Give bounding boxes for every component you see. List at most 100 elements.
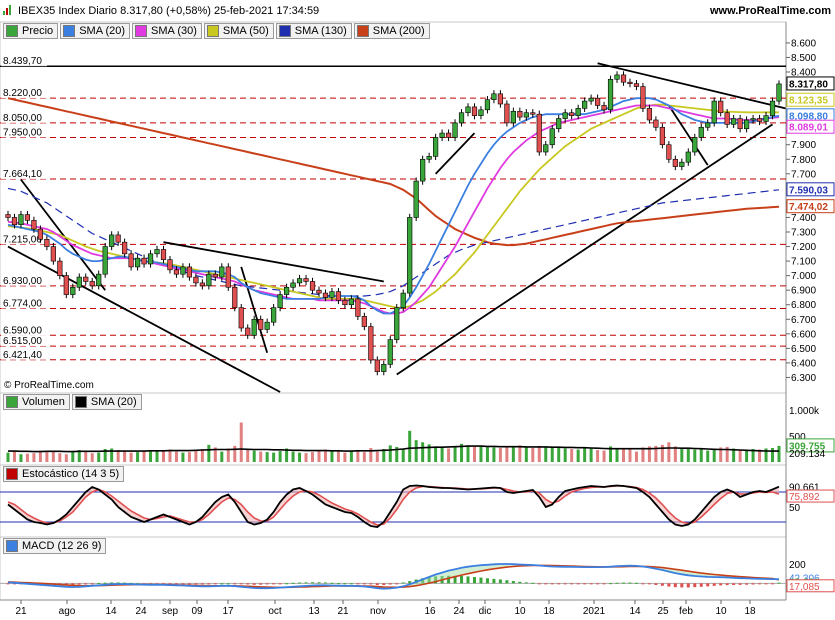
macd-histogram-bar xyxy=(641,583,645,585)
candle-body xyxy=(646,108,653,121)
level-label: 7.215,00 xyxy=(3,234,42,245)
x-tick-label: 18 xyxy=(744,606,756,617)
candle-body xyxy=(582,100,588,109)
macd-histogram-bar xyxy=(401,582,405,584)
candle-body xyxy=(5,214,11,218)
y-tick-label: 8.500 xyxy=(791,53,816,64)
volume-bar xyxy=(583,447,587,462)
macd-histogram-bar xyxy=(453,575,457,584)
volume-bar xyxy=(758,449,762,462)
candle-body xyxy=(588,97,594,102)
macd-histogram-bar xyxy=(298,582,302,584)
macd-histogram-bar xyxy=(395,583,399,585)
macd-histogram-bar xyxy=(673,583,677,588)
x-tick-label: 16 xyxy=(424,606,436,617)
site-url[interactable]: www.ProRealTime.com xyxy=(709,5,831,17)
volume-bar xyxy=(58,453,62,462)
candle-body xyxy=(769,100,776,116)
volume-bar xyxy=(505,446,509,462)
macd-histogram-bar xyxy=(272,583,276,585)
legend-volume-sma20[interactable]: SMA (20) xyxy=(71,394,142,410)
y-tick-label: 6.300 xyxy=(791,373,816,384)
macd-histogram-bar xyxy=(511,580,515,584)
candle-body xyxy=(11,217,18,226)
macd-histogram-bar xyxy=(330,582,334,584)
legend-volume[interactable]: Volumen xyxy=(3,394,70,410)
volume-bar xyxy=(544,446,548,462)
volume-bar xyxy=(751,449,755,462)
y-tick-label: 200 xyxy=(789,560,806,571)
stoch-k-line xyxy=(7,484,780,528)
macd-histogram-bar xyxy=(667,583,671,587)
volume-bar xyxy=(434,446,438,462)
volume-bar xyxy=(498,447,502,462)
volume-bar xyxy=(207,444,211,462)
stoch-legend: Estocástico (14 3 5) xyxy=(3,466,125,482)
macd-histogram-bar xyxy=(771,583,775,585)
legend-price[interactable]: Precio xyxy=(3,23,59,39)
volume-bar xyxy=(77,450,81,462)
volume-bar xyxy=(174,451,178,462)
value-tag-label: 8.123,35 xyxy=(789,96,828,107)
candle-body xyxy=(342,300,348,306)
macd-histogram-bar xyxy=(90,583,94,585)
macd-histogram-bar xyxy=(239,583,243,585)
x-tick-label: 2021 xyxy=(583,606,606,617)
candle-body xyxy=(478,109,484,116)
volume-bar xyxy=(531,447,535,462)
macd-histogram-bar xyxy=(622,582,626,584)
legend-sma200[interactable]: SMA (200) xyxy=(353,23,430,39)
level-label-bg xyxy=(1,323,47,336)
legend-label: SMA (20) xyxy=(79,25,126,37)
macd-histogram-bar xyxy=(628,582,632,584)
candle-body xyxy=(387,339,393,365)
volume-bar xyxy=(226,448,230,462)
candle-body xyxy=(76,276,82,288)
volume-bar xyxy=(272,452,276,462)
value-tag-label: 7.590,03 xyxy=(789,185,828,196)
macd-histogram-bar xyxy=(362,583,366,585)
candle-body xyxy=(400,292,406,308)
volume-bar xyxy=(110,448,114,462)
legend-sma130[interactable]: SMA (130) xyxy=(275,23,352,39)
volume-bar xyxy=(64,454,68,462)
macd-histogram-bar xyxy=(408,581,412,584)
macd-histogram-bar xyxy=(524,582,528,584)
legend-sma20[interactable]: SMA (20) xyxy=(60,23,131,39)
level-label-bg xyxy=(1,347,47,360)
macd-histogram-bar xyxy=(472,576,476,584)
trend-line xyxy=(597,62,786,110)
macd-histogram-bar xyxy=(194,583,198,585)
macd-histogram-bar xyxy=(479,577,483,584)
level-label: 7.664,10 xyxy=(3,169,42,180)
volume-bar xyxy=(129,452,133,462)
volume-bar xyxy=(161,450,165,462)
macd-histogram-bar xyxy=(550,583,554,585)
y-tick-label: 6.600 xyxy=(791,329,816,340)
candle-body xyxy=(549,128,555,146)
macd-histogram-bar xyxy=(518,581,522,584)
legend-sma30[interactable]: SMA (30) xyxy=(132,23,202,39)
candle-body xyxy=(141,257,147,265)
value-tag-label: 17,085 xyxy=(789,582,820,593)
macd-histogram-bar xyxy=(97,583,101,585)
macd-histogram-bar xyxy=(758,583,762,585)
macd-histogram-bar xyxy=(246,583,250,585)
volume-bar xyxy=(38,450,42,462)
volume-bar xyxy=(634,451,638,462)
candle-body xyxy=(510,110,516,124)
legend-stoch[interactable]: Estocástico (14 3 5) xyxy=(3,466,125,482)
legend-sma50[interactable]: SMA (50) xyxy=(203,23,274,39)
volume-bar xyxy=(524,447,528,462)
macd-histogram-bar xyxy=(233,583,237,585)
legend-macd[interactable]: MACD (12 26 9) xyxy=(3,538,107,554)
volume-bar xyxy=(220,451,224,462)
level-label: 6.774,00 xyxy=(3,299,42,310)
y-tick-label: 1.000k xyxy=(789,406,820,417)
value-tag xyxy=(786,182,835,197)
macd-histogram-bar xyxy=(466,576,470,584)
y-tick-label: 7.000 xyxy=(791,271,816,282)
trend-line xyxy=(163,241,384,283)
macd-histogram-bar xyxy=(77,583,81,585)
